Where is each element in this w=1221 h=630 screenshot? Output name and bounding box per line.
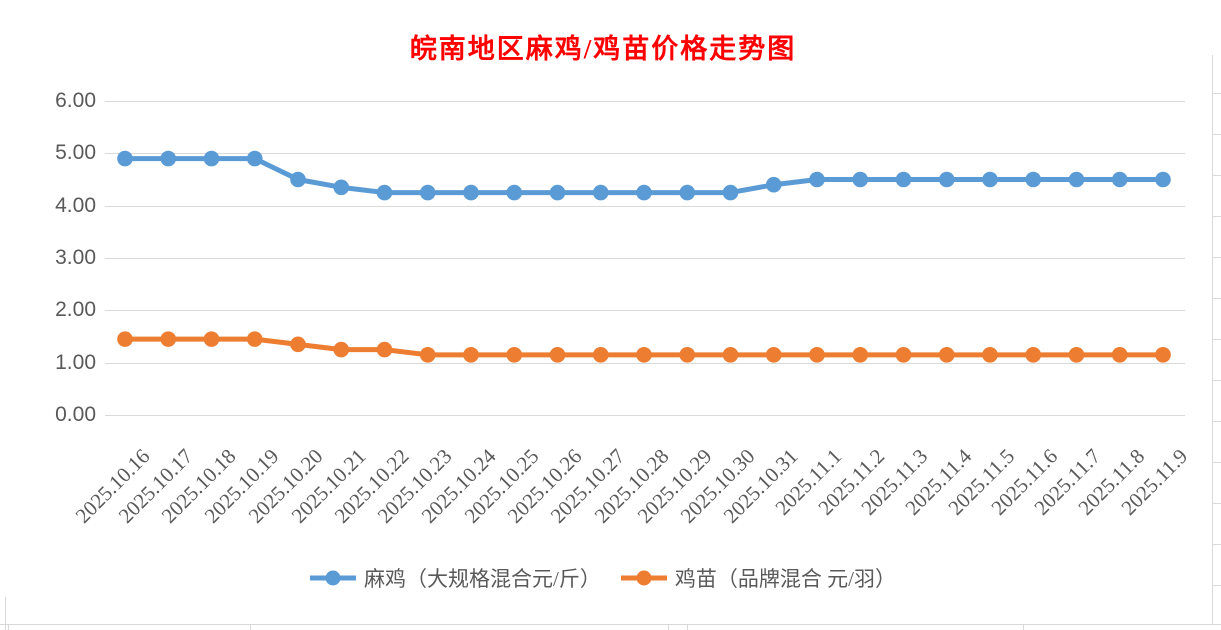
series-1-point-2025.10.20 <box>290 336 306 353</box>
series-1-point-2025.10.25 <box>506 347 523 363</box>
series-0-point-2025.10.16 <box>117 150 133 167</box>
legend-item-0: 麻鸡（大规格混合元/斤） <box>310 563 601 593</box>
series-1-point-2025.11.3 <box>895 347 912 363</box>
sheet-gridline <box>1212 462 1221 463</box>
legend-marker-icon <box>620 570 667 586</box>
series-0-point-2025.11.8 <box>1111 171 1128 188</box>
series-1-point-2025.11.1 <box>809 347 825 363</box>
series-1-point-2025.11.5 <box>982 347 998 363</box>
y-tick-label: 4.00 <box>55 193 96 217</box>
sheet-gridline <box>1212 298 1221 299</box>
series-1-point-2025.11.6 <box>1025 347 1042 363</box>
sheet-gridline <box>1212 380 1221 381</box>
series-0-point-2025.11.5 <box>982 171 998 188</box>
sheet-gridline <box>1212 503 1221 504</box>
series-0-point-2025.10.27 <box>592 184 609 201</box>
series-0-point-2025.10.29 <box>679 184 696 201</box>
sheet-gridline <box>1212 257 1221 258</box>
sheet-gridline <box>0 624 1221 625</box>
y-tick-label: 1.00 <box>55 350 96 374</box>
series-1-point-2025.10.21 <box>333 341 350 358</box>
series-1-point-2025.11.2 <box>852 347 869 363</box>
y-tick-label: 6.00 <box>55 89 96 112</box>
sheet-gridline <box>1212 216 1221 217</box>
sheet-gridline <box>1212 421 1221 422</box>
price-trend-chart[interactable]: 皖南地区麻鸡/鸡苗价格走势图 0.00 1.00 2.00 3.00 4.00 5.00 6… <box>0 0 1206 624</box>
sheet-gridline <box>1023 624 1024 630</box>
sheet-gridline <box>8 624 9 630</box>
chart-title: 皖南地区麻鸡/鸡苗价格走势图 <box>409 34 797 64</box>
series-1-point-2025.10.31 <box>765 347 782 363</box>
legend-marker-icon <box>310 570 357 586</box>
series-0-point-2025.11.9 <box>1155 171 1171 188</box>
series-0-point-2025.11.4 <box>938 171 955 188</box>
sheet-gridline <box>5 597 6 630</box>
series-0-point-2025.10.17 <box>160 150 177 167</box>
series-1-point-2025.10.17 <box>160 331 177 347</box>
series-1-point-2025.11.7 <box>1068 347 1085 363</box>
series-1-point-2025.10.22 <box>376 341 393 358</box>
series-0-point-2025.10.26 <box>549 184 566 201</box>
series-0-point-2025.11.7 <box>1068 171 1085 188</box>
sheet-gridline <box>1212 339 1221 340</box>
series-1-point-2025.10.24 <box>463 347 479 363</box>
chart-legend: 麻鸡（大规格混合元/斤） 鸡苗（品牌混合 元/羽） <box>0 563 1206 593</box>
y-tick-label: 5.00 <box>55 141 96 165</box>
series-1-point-2025.11.4 <box>938 347 955 363</box>
series-0-point-2025.11.1 <box>809 171 825 188</box>
series-0-point-2025.10.31 <box>765 176 782 193</box>
series-1-point-2025.10.27 <box>592 347 609 363</box>
series-0-point-2025.10.20 <box>290 171 306 188</box>
series-1-point-2025.10.23 <box>419 347 436 363</box>
series-1-point-2025.10.28 <box>636 347 652 363</box>
series-0-point-2025.10.28 <box>636 184 652 201</box>
series-1-point-2025.11.8 <box>1111 347 1128 363</box>
series-1-point-2025.11.9 <box>1155 347 1171 363</box>
series-1-point-2025.10.29 <box>679 347 696 363</box>
legend-label: 麻鸡（大规格混合元/斤） <box>364 567 601 591</box>
series-1-point-2025.10.16 <box>117 331 133 347</box>
series-0-point-2025.11.3 <box>895 171 912 188</box>
sheet-gridline <box>1212 544 1221 545</box>
series-0-point-2025.11.2 <box>852 171 869 188</box>
y-tick-label: 3.00 <box>55 246 96 269</box>
series-0-point-2025.11.6 <box>1025 171 1042 188</box>
series-1-point-2025.10.30 <box>722 347 739 363</box>
sheet-gridline <box>1212 585 1221 586</box>
series-1-point-2025.10.18 <box>203 331 220 347</box>
series-1-point-2025.10.26 <box>549 347 566 363</box>
series-0-point-2025.10.21 <box>333 179 350 196</box>
series-1-point-2025.10.19 <box>246 331 263 347</box>
series-0-point-2025.10.22 <box>376 184 393 201</box>
y-tick-label: 2.00 <box>55 298 96 322</box>
sheet-gridline <box>250 624 251 630</box>
series-0-point-2025.10.30 <box>722 184 739 201</box>
sheet-gridline <box>687 624 688 630</box>
series-0-point-2025.10.18 <box>203 150 220 167</box>
series-0-point-2025.10.23 <box>419 184 436 201</box>
legend-item-1: 鸡苗（品牌混合 元/羽） <box>620 563 896 593</box>
sheet-gridline <box>1212 93 1221 94</box>
series-0-point-2025.10.24 <box>463 184 479 201</box>
y-tick-label: 0.00 <box>55 403 96 426</box>
sheet-gridline <box>1212 175 1221 176</box>
sheet-gridline <box>668 624 669 630</box>
sheet-gridline <box>1212 134 1221 135</box>
legend-label: 鸡苗（品牌混合 元/羽） <box>674 567 896 591</box>
series-0-point-2025.10.25 <box>506 184 523 201</box>
series-0-point-2025.10.19 <box>246 150 263 167</box>
